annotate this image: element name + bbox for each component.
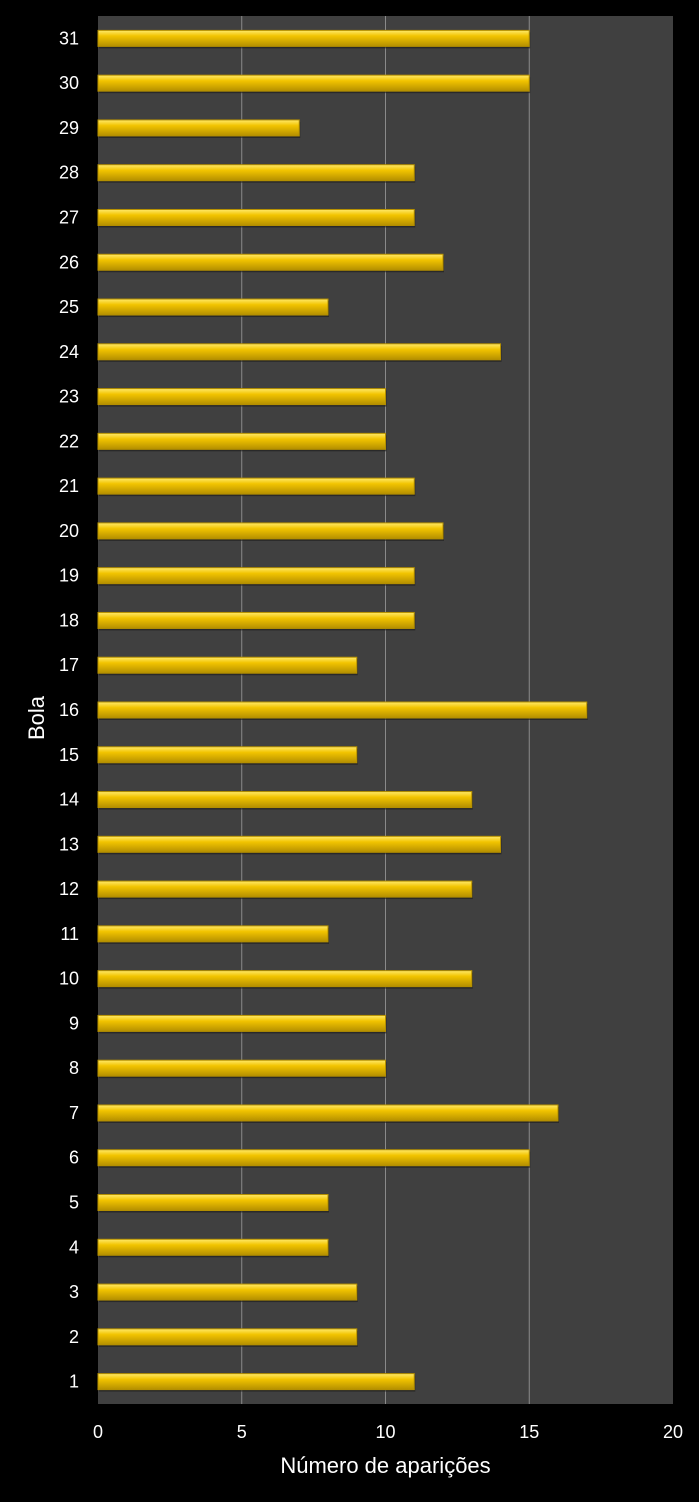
y-tick-label: 17 bbox=[59, 655, 79, 675]
y-axis-title: Bola bbox=[24, 695, 49, 740]
bar-bola-21 bbox=[97, 477, 415, 495]
y-tick-label: 13 bbox=[59, 834, 79, 854]
bar-bola-8 bbox=[97, 1059, 386, 1077]
y-tick-label: 6 bbox=[69, 1148, 79, 1168]
y-tick-label: 3 bbox=[69, 1282, 79, 1302]
bar-series bbox=[97, 29, 588, 1392]
y-tick-label: 22 bbox=[59, 431, 79, 451]
y-tick-label: 27 bbox=[59, 207, 79, 227]
y-tick-label: 28 bbox=[59, 163, 79, 183]
bar-bola-7 bbox=[97, 1104, 559, 1122]
bar-bola-25 bbox=[97, 298, 329, 316]
y-tick-label: 25 bbox=[59, 297, 79, 317]
bar-bola-15 bbox=[97, 746, 358, 764]
y-tick-label: 18 bbox=[59, 610, 79, 630]
bar-bola-23 bbox=[97, 388, 386, 406]
bar-bola-10 bbox=[97, 970, 473, 988]
bar-bola-22 bbox=[97, 432, 386, 450]
bar-bola-12 bbox=[97, 880, 473, 898]
y-tick-label: 20 bbox=[59, 521, 79, 541]
bar-bola-28 bbox=[97, 164, 415, 182]
y-tick-label: 26 bbox=[59, 252, 79, 272]
y-tick-label: 15 bbox=[59, 745, 79, 765]
y-tick-label: 19 bbox=[59, 566, 79, 586]
y-tick-label: 1 bbox=[69, 1372, 79, 1392]
bar-bola-31 bbox=[97, 29, 530, 47]
y-tick-label: 12 bbox=[59, 879, 79, 899]
bar-bola-6 bbox=[97, 1149, 530, 1167]
bar-bola-30 bbox=[97, 74, 530, 92]
bar-bola-19 bbox=[97, 567, 415, 585]
y-tick-label: 21 bbox=[59, 476, 79, 496]
y-tick-label: 9 bbox=[69, 1013, 79, 1033]
y-tick-label: 29 bbox=[59, 118, 79, 138]
y-tick-label: 11 bbox=[60, 924, 79, 944]
x-tick-label: 5 bbox=[237, 1422, 247, 1442]
y-tick-label: 16 bbox=[59, 700, 79, 720]
bar-bola-14 bbox=[97, 791, 473, 809]
bar-bola-27 bbox=[97, 208, 415, 226]
y-tick-label: 24 bbox=[59, 342, 79, 362]
x-tick-label: 0 bbox=[93, 1422, 103, 1442]
bar-bola-11 bbox=[97, 925, 329, 943]
y-tick-label: 14 bbox=[59, 790, 79, 810]
bar-bola-17 bbox=[97, 656, 358, 674]
bar-bola-29 bbox=[97, 119, 300, 137]
bar-bola-9 bbox=[97, 1014, 386, 1032]
x-tick-label: 20 bbox=[663, 1422, 683, 1442]
y-tick-label: 8 bbox=[69, 1058, 79, 1078]
x-tick-label: 15 bbox=[519, 1422, 539, 1442]
bar-bola-16 bbox=[97, 701, 588, 719]
bar-bola-5 bbox=[97, 1194, 329, 1212]
y-tick-label: 23 bbox=[59, 387, 79, 407]
bar-bola-20 bbox=[97, 522, 444, 540]
bar-bola-24 bbox=[97, 343, 501, 361]
y-axis-ticks: 1234567891011121314151617181920212223242… bbox=[59, 28, 79, 1391]
bar-bola-1 bbox=[97, 1373, 415, 1391]
y-tick-label: 5 bbox=[69, 1193, 79, 1213]
x-axis-ticks: 0 5 10 15 20 bbox=[93, 1422, 683, 1442]
bar-bola-3 bbox=[97, 1283, 358, 1301]
y-tick-label: 4 bbox=[69, 1237, 79, 1257]
y-tick-label: 7 bbox=[69, 1103, 79, 1123]
y-tick-label: 31 bbox=[59, 28, 79, 48]
bar-bola-4 bbox=[97, 1238, 329, 1256]
bar-bola-2 bbox=[97, 1328, 358, 1346]
bar-bola-13 bbox=[97, 835, 501, 853]
x-axis-title: Número de aparições bbox=[280, 1453, 490, 1478]
bar-bola-18 bbox=[97, 611, 415, 629]
bar-bola-26 bbox=[97, 253, 444, 271]
x-tick-label: 10 bbox=[375, 1422, 395, 1442]
y-tick-label: 10 bbox=[59, 969, 79, 989]
y-tick-label: 30 bbox=[59, 73, 79, 93]
y-tick-label: 2 bbox=[69, 1327, 79, 1347]
